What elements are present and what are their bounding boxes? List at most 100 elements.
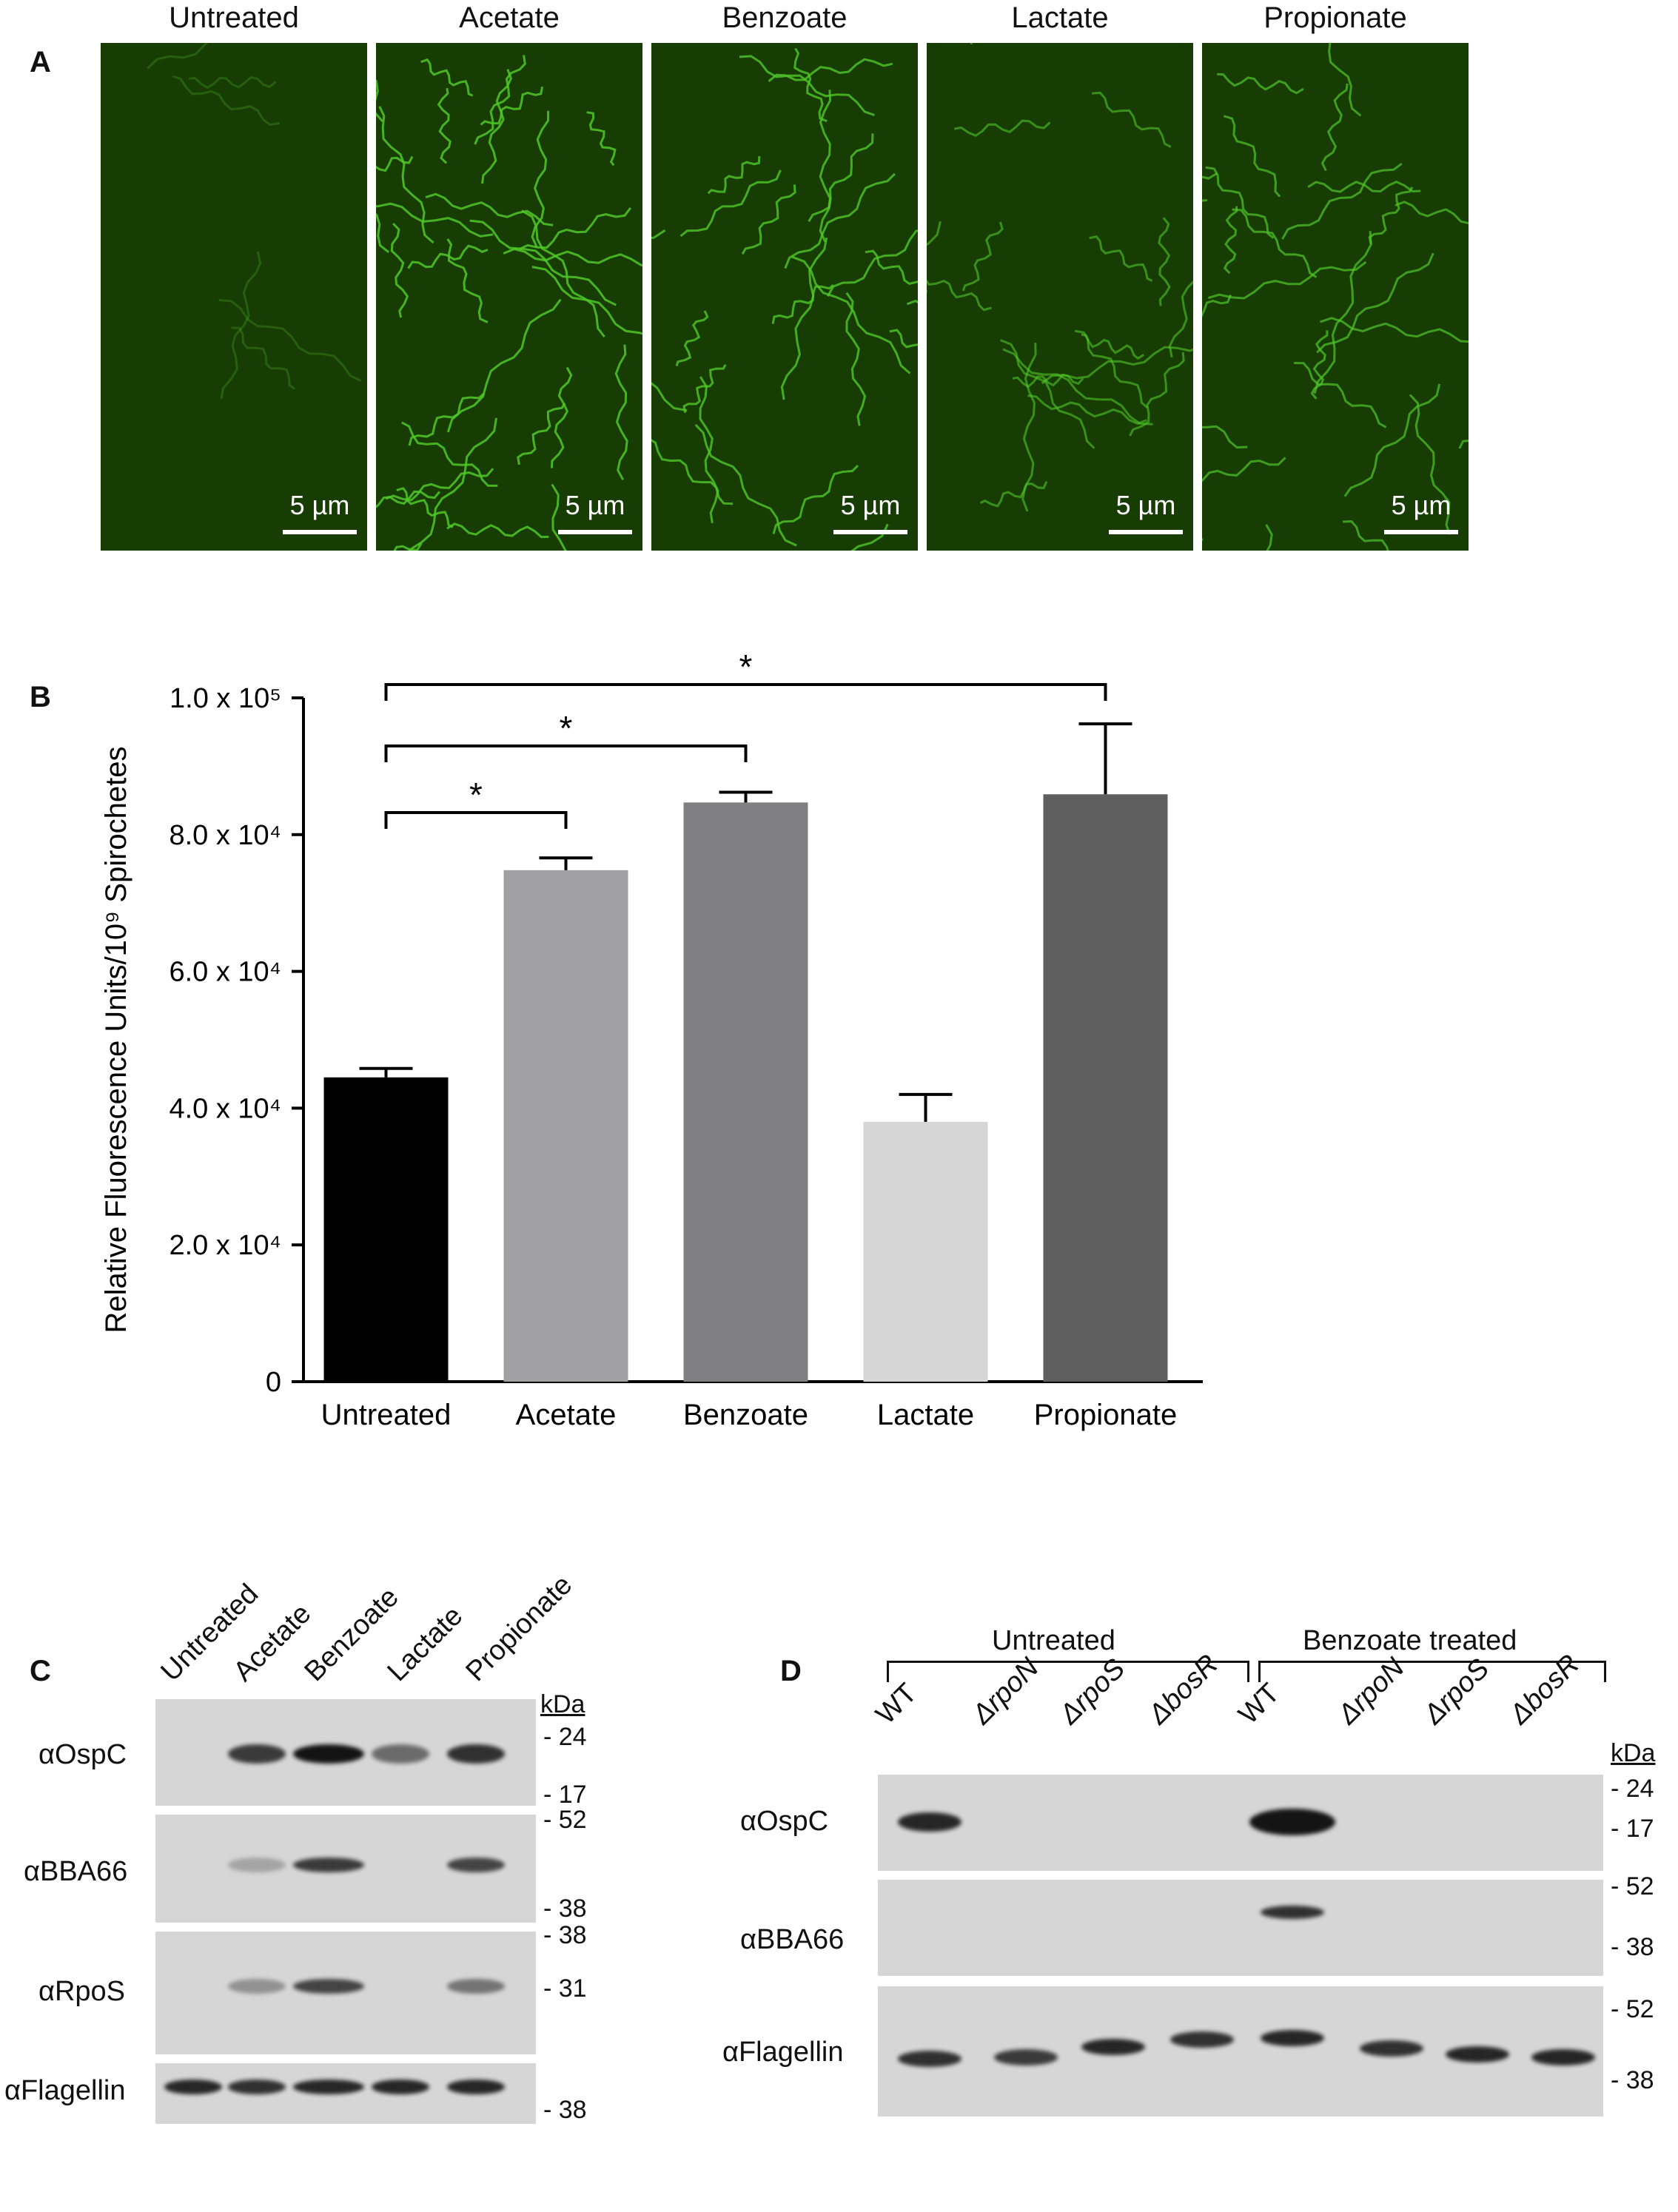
- protein-band: [293, 1858, 364, 1872]
- spirochete-cells: [927, 43, 1193, 512]
- micrograph: 5 µm: [101, 43, 367, 551]
- spirochete: [521, 209, 605, 338]
- blot-row-label: αBBA66: [24, 1856, 128, 1887]
- spirochete: [218, 298, 362, 382]
- kda-marker: - 38: [543, 2096, 587, 2124]
- spirochete: [531, 266, 642, 335]
- spirochete: [1281, 162, 1403, 240]
- micrograph: 5 µm: [927, 43, 1193, 551]
- bar: [863, 1121, 988, 1382]
- scale-bar-label: 5 µm: [1391, 490, 1452, 520]
- spirochete: [1343, 520, 1389, 551]
- spirochete: [771, 283, 834, 324]
- spirochete: [1205, 166, 1275, 239]
- spirochete: [675, 310, 709, 366]
- spirochete-cells: [376, 55, 642, 551]
- bar: [1043, 794, 1168, 1382]
- blot-row-label: αFlagellin: [722, 2037, 844, 2068]
- spirochete: [420, 58, 474, 97]
- significance-bracket: [384, 811, 568, 829]
- spirochete: [791, 255, 911, 374]
- spirochete: [390, 222, 409, 318]
- blot-row-label: αFlagellin: [4, 2075, 126, 2106]
- y-tick-label: 0: [266, 1367, 281, 1398]
- spirochete: [220, 251, 262, 400]
- y-tick-label: 8.0 x 10⁴: [169, 820, 281, 851]
- panel-a-letter: A: [30, 46, 51, 78]
- spirochete: [739, 55, 875, 117]
- scale-bar: [833, 530, 907, 534]
- protein-band: [372, 1744, 429, 1764]
- y-axis-label: Relative Fluorescence Units/10⁹ Spiroche…: [100, 746, 132, 1333]
- group-label: Benzoate treated: [1303, 1625, 1517, 1656]
- protein-band: [228, 1858, 286, 1872]
- spirochete: [517, 402, 566, 465]
- bar: [503, 870, 628, 1382]
- spirochete: [808, 133, 874, 222]
- spirochete: [962, 221, 1004, 292]
- protein-band: [1261, 1906, 1324, 1919]
- micrograph: 5 µm: [651, 43, 918, 551]
- protein-band: [1249, 1809, 1335, 1835]
- scale-bar: [283, 530, 357, 534]
- spirochete: [1294, 362, 1387, 428]
- blot-strip: [878, 1880, 1603, 1976]
- y-tick-label: 2.0 x 10⁴: [169, 1230, 281, 1261]
- spirochete: [376, 213, 390, 253]
- spirochete: [1012, 373, 1084, 389]
- x-tick-label: Propionate: [1034, 1399, 1177, 1431]
- spirochete: [1316, 252, 1434, 354]
- spirochete: [408, 417, 497, 551]
- spirochete: [979, 480, 1048, 508]
- kda-marker: - 17: [543, 1781, 587, 1809]
- spirochete: [826, 229, 918, 297]
- spirochete: [1395, 201, 1469, 225]
- kda-marker: - 38: [543, 1921, 587, 1949]
- spirochete: [679, 169, 782, 238]
- micrograph-label: Lactate: [1011, 1, 1109, 34]
- spirochete: [480, 86, 544, 126]
- spirochete: [889, 329, 918, 349]
- spirochete: [1168, 280, 1193, 358]
- kda-marker: - 24: [1611, 1775, 1654, 1803]
- spirochete: [768, 58, 893, 82]
- spirochete: [550, 366, 573, 468]
- spirochete: [845, 292, 867, 426]
- scale-bar-label: 5 µm: [1115, 490, 1176, 520]
- scale-bar-label: 5 µm: [840, 490, 901, 520]
- spirochete: [1313, 231, 1372, 394]
- x-tick-label: Acetate: [516, 1399, 617, 1431]
- protein-band: [293, 2080, 364, 2094]
- spirochete: [780, 237, 828, 400]
- kda-marker: - 52: [1611, 1995, 1654, 2023]
- significance-star: *: [739, 648, 753, 686]
- x-tick-label: Benzoate: [683, 1399, 808, 1431]
- y-tick-label: 6.0 x 10⁴: [169, 957, 281, 988]
- x-tick-label: Lactate: [877, 1399, 974, 1431]
- significance-star: *: [469, 776, 483, 814]
- blot-row-label: αBBA66: [740, 1924, 845, 1955]
- spirochete: [927, 279, 992, 312]
- spirochete: [172, 75, 281, 126]
- micrograph-label: Benzoate: [722, 1, 848, 34]
- protein-band: [164, 2080, 222, 2094]
- spirochete: [437, 87, 452, 164]
- protein-band: [293, 1744, 364, 1764]
- significance-bracket: [384, 744, 748, 762]
- panel-b-letter: B: [30, 681, 51, 713]
- spirochete: [1232, 208, 1318, 278]
- kda-marker: - 52: [1611, 1872, 1654, 1900]
- protein-band: [228, 1979, 286, 1994]
- blot-row-label: αRpoS: [38, 1976, 126, 2007]
- panel-c-letter: C: [30, 1655, 51, 1687]
- spirochete: [707, 156, 761, 195]
- spirochete: [385, 468, 494, 502]
- protein-band: [447, 1979, 505, 1994]
- spirochete: [1202, 457, 1286, 483]
- protein-band: [898, 1812, 962, 1832]
- scale-bar-label: 5 µm: [289, 490, 350, 520]
- spirochete: [694, 423, 797, 547]
- spirochete: [772, 465, 859, 534]
- protein-band: [1081, 2039, 1145, 2055]
- spirochete: [1027, 394, 1147, 426]
